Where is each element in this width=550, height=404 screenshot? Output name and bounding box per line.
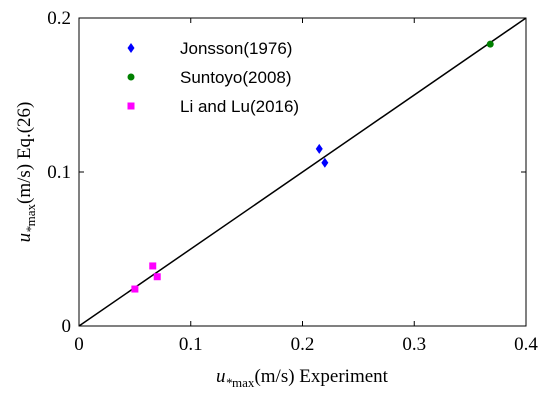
legend-label: Li and Lu(2016): [180, 97, 299, 116]
x-tick-label: 0: [74, 334, 84, 355]
data-points: [131, 40, 494, 293]
x-tick-label: 0.1: [179, 334, 203, 355]
data-point: [131, 285, 139, 293]
y-tick-label: 0: [62, 316, 72, 337]
x-tick-label: 0.3: [402, 334, 426, 355]
legend-marker: [127, 73, 135, 81]
data-point: [153, 273, 161, 281]
data-point: [486, 40, 494, 48]
data-point: [321, 157, 329, 168]
y-tick-label: 0.2: [47, 8, 71, 29]
legend-marker: [127, 102, 135, 110]
axis-ticks: 0 0.1 0.2 0.3 0.4 0 0.1 0.2: [47, 8, 538, 355]
y-axis-title: u*max(m/s) Eq.(26): [14, 102, 38, 243]
data-point: [149, 262, 157, 270]
reference-line: [78, 17, 527, 327]
legend-label: Suntoyo(2008): [180, 68, 292, 87]
x-axis-title: u*max(m/s) Experiment: [216, 366, 389, 390]
data-point: [315, 143, 323, 154]
y-tick-label: 0.1: [47, 162, 71, 183]
legend: Jonsson(1976) Suntoyo(2008) Li and Lu(2016…: [127, 39, 299, 116]
legend-label: Jonsson(1976): [180, 39, 292, 58]
x-tick-label: 0.2: [291, 334, 315, 355]
x-tick-label: 0.4: [514, 334, 538, 355]
legend-marker: [127, 43, 135, 53]
